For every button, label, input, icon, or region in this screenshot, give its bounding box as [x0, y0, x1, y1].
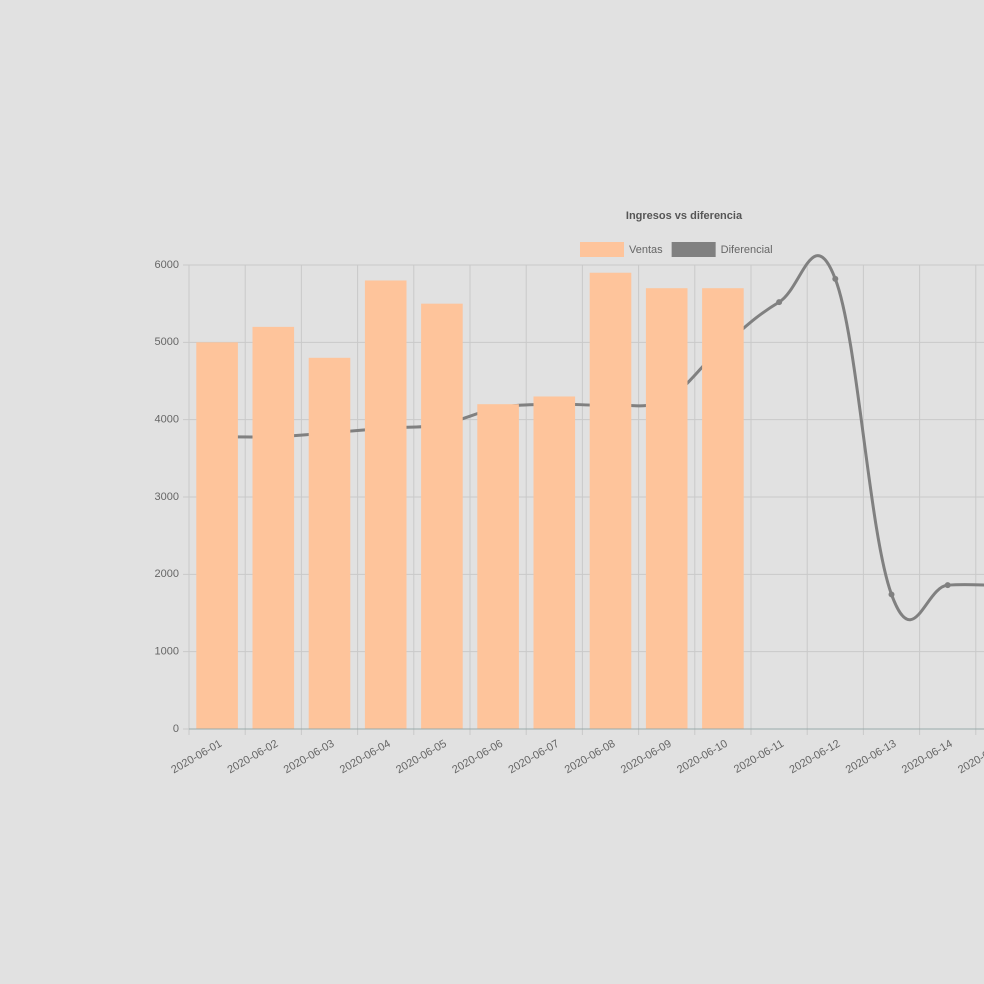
legend-swatch: [671, 242, 716, 257]
bar: [421, 303, 463, 729]
y-tick-label: 1000: [155, 646, 179, 658]
bar: [252, 326, 295, 729]
line-point: [888, 591, 895, 598]
chart-title: Ingresos vs diferencia: [626, 210, 743, 222]
y-tick-label: 3000: [155, 491, 179, 503]
line-point: [776, 299, 783, 306]
line-point: [944, 582, 951, 589]
y-tick-label: 2000: [155, 568, 179, 580]
y-tick-label: 6000: [155, 259, 179, 271]
legend-swatch: [580, 242, 624, 257]
bar: [196, 342, 238, 729]
bar: [702, 288, 744, 729]
line-point: [832, 275, 839, 282]
bar: [364, 280, 407, 729]
bar: [645, 288, 688, 729]
legend-label: Diferencial: [721, 244, 773, 256]
bar: [533, 396, 576, 729]
bar: [308, 357, 351, 729]
y-tick-label: 4000: [155, 414, 179, 426]
bar: [589, 272, 632, 729]
y-tick-label: 5000: [155, 336, 179, 348]
bar: [477, 404, 519, 729]
legend-label: Ventas: [629, 244, 663, 256]
y-tick-label: 0: [173, 723, 179, 735]
